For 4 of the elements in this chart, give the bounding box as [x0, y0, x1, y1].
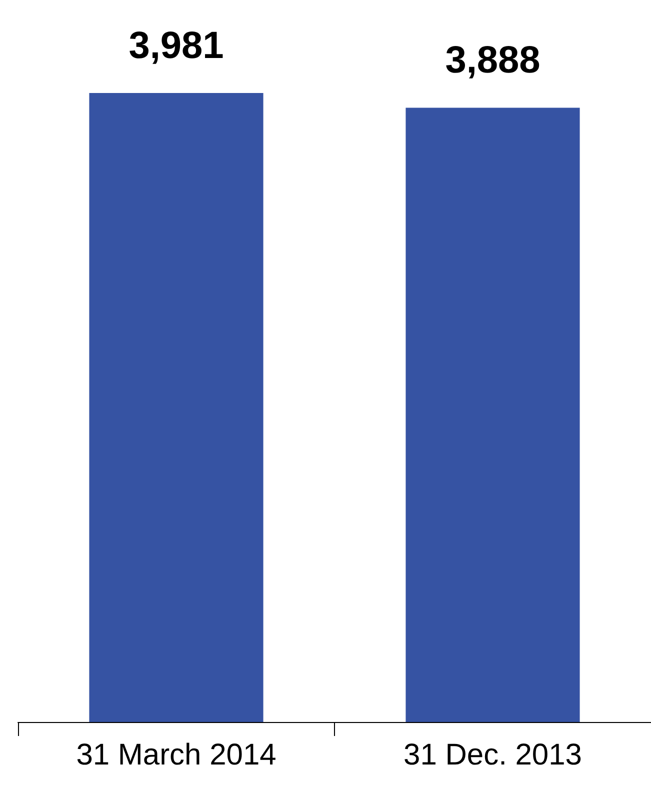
x-tick-label: 31 Dec. 2013	[404, 738, 582, 772]
data-label: 3,981	[128, 25, 224, 67]
x-tick-label: 31 March 2014	[76, 738, 276, 772]
data-label: 3,888	[445, 40, 540, 82]
